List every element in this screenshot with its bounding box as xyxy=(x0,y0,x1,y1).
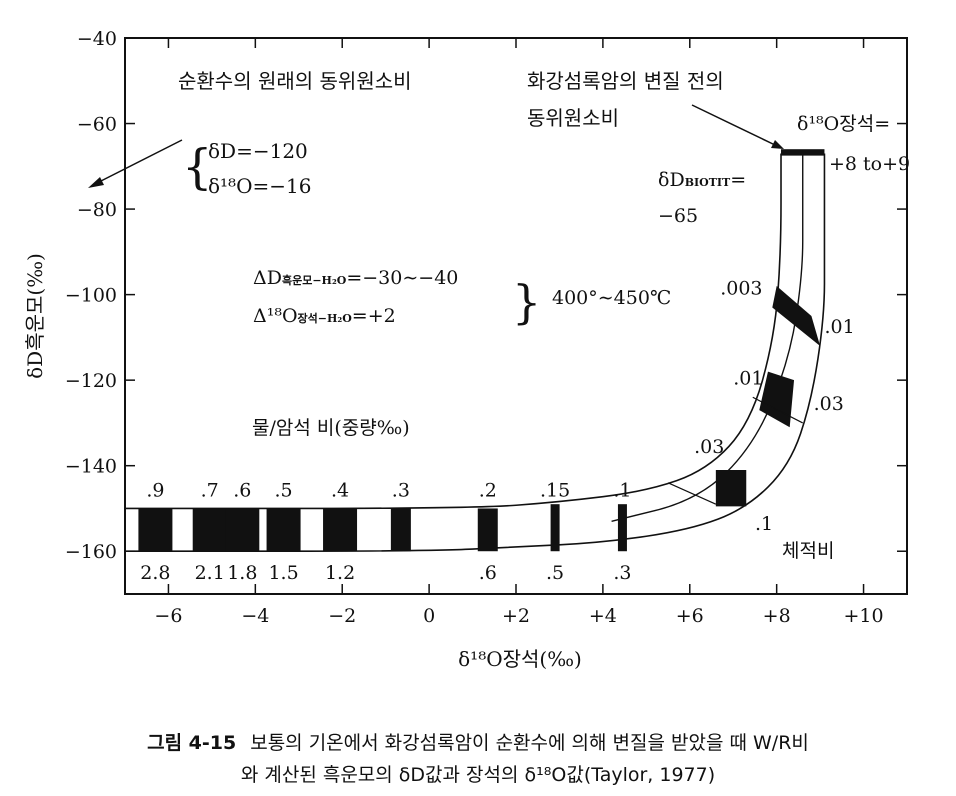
caption-text-2: 와 계산된 흑운모의 δD값과 장석의 δ¹⁸O값(Taylor, 1977) xyxy=(240,764,716,786)
ratio-mark-block xyxy=(715,469,747,507)
figure-number: 그림 4-15 xyxy=(147,732,237,754)
feldspar-value-2: +8 to+9 xyxy=(829,153,910,175)
meteoric-brace: { xyxy=(182,139,213,195)
water-rock-bottom-label: .3 xyxy=(613,562,631,584)
y-tick-label: −120 xyxy=(65,370,117,392)
y-tick-label: −100 xyxy=(65,285,117,307)
water-rock-bottom-label: 1.5 xyxy=(268,562,298,584)
curve-ratio-label: .01 xyxy=(733,367,763,389)
meteoric-arrow xyxy=(96,139,183,184)
x-tick-label: −4 xyxy=(241,605,269,627)
water-rock-bar xyxy=(390,508,411,552)
water-rock-top-label: .15 xyxy=(540,479,570,501)
x-tick-label: +2 xyxy=(502,605,530,627)
fract-O: Δ¹⁸O장석−H₂O=+2 xyxy=(253,305,396,327)
x-tick-label: +6 xyxy=(676,605,704,627)
alteration-band xyxy=(124,149,826,553)
biotite-label: δDBIOTIT= xyxy=(658,169,746,191)
granite-arrow xyxy=(691,104,776,146)
water-rock-bottom-label: .5 xyxy=(546,562,564,584)
water-rock-bar xyxy=(550,504,560,552)
water-rock-top-label: .2 xyxy=(479,479,497,501)
biotite-value: −65 xyxy=(658,205,698,227)
x-tick-label: +8 xyxy=(763,605,791,627)
curve-ratio-label: .01 xyxy=(824,316,854,338)
curve-ratio-label: .03 xyxy=(814,393,844,415)
biotite-delta: δD xyxy=(658,169,685,191)
fract-dD: ΔD흑운모−H₂O=−30∼−40 xyxy=(253,267,458,289)
x-tick-label: +10 xyxy=(844,605,884,627)
granite-title-1: 화강섬록암의 변질 전의 xyxy=(527,69,724,93)
y-tick-label: −140 xyxy=(65,456,117,478)
x-tick-label: −6 xyxy=(154,605,182,627)
water-rock-bar xyxy=(138,508,173,552)
water-rock-top-label: .9 xyxy=(146,479,164,501)
x-tick-label: +4 xyxy=(589,605,617,627)
initial-composition-box xyxy=(781,149,825,156)
water-rock-bar xyxy=(225,508,260,552)
water-rock-bar xyxy=(477,508,498,552)
water-rock-bar xyxy=(617,504,627,552)
arrows xyxy=(88,104,784,188)
volume-ratio-label: 체적비 xyxy=(782,540,834,562)
granite-arrow-head xyxy=(771,140,784,149)
water-rock-top-label: .7 xyxy=(201,479,219,501)
water-rock-bottom-label: 2.8 xyxy=(140,562,170,584)
figure-caption-line2: 와 계산된 흑운모의 δD값과 장석의 δ¹⁸O값(Taylor, 1977) xyxy=(0,760,956,787)
water-rock-bottom-label: 2.1 xyxy=(195,562,225,584)
granite-title-2: 동위원소비 xyxy=(527,106,619,130)
water-rock-bar xyxy=(192,508,227,552)
fract-O-delta: Δ¹⁸O xyxy=(253,305,298,327)
caption-text-1: 보통의 기온에서 화강섬록암이 순환수에 의해 변질을 받았을 때 W/R비 xyxy=(250,732,809,754)
curve-ratio-label: .003 xyxy=(720,278,762,300)
isotope-chart: −6 −4 −2 0 +2 +4 +6 +8 +10 −40 −60 −80 −100 −120 −140 −… xyxy=(23,28,910,671)
x-axis-title: δ¹⁸O장석(‰) xyxy=(458,647,582,671)
band-cross-line xyxy=(752,396,804,424)
curve-ratio-label: .1 xyxy=(755,513,773,535)
y-tick-label: −80 xyxy=(77,199,117,221)
water-rock-top-label: .1 xyxy=(613,479,631,501)
y-tick-label: −40 xyxy=(77,28,117,50)
fract-brace: } xyxy=(512,275,541,329)
water-rock-bar xyxy=(266,508,301,552)
band-cross-line xyxy=(667,482,717,505)
biotite-sub: BIOTIT xyxy=(685,176,731,189)
meteoric-title: 순환수의 원래의 동위원소비 xyxy=(178,69,412,93)
water-rock-marks: .9 2.8 .7 2.1 .6 1.8 .5 1.5 .4 1.2 .3 .2 .6 .15 .5 .1 .3 xyxy=(138,479,632,584)
meteoric-arrow-head xyxy=(88,177,104,188)
ratio-mark-block xyxy=(759,371,795,428)
axis-ticks: −6 −4 −2 0 +2 +4 +6 +8 +10 −40 −60 −80 −100 −120 −140 −… xyxy=(65,28,907,627)
fract-dD-delta: ΔD xyxy=(253,267,282,289)
biotite-eq: = xyxy=(730,169,746,191)
fract-dD-value: =−30∼−40 xyxy=(346,267,458,289)
water-rock-bottom-label: 1.2 xyxy=(325,562,355,584)
meteoric-dD: δD=−120 xyxy=(208,139,308,163)
temperature-label: 400°∼450℃ xyxy=(552,287,671,309)
feldspar-value-1: δ¹⁸O장석= xyxy=(797,113,890,135)
ratio-mark-block xyxy=(772,286,821,346)
curve-ratio-label: .03 xyxy=(694,436,724,458)
y-tick-label: −60 xyxy=(77,114,117,136)
fract-O-value: =+2 xyxy=(352,305,396,327)
chart-labels: .03 .1 .01 .03 .003 .01 xyxy=(694,278,855,535)
figure-caption-line1: 그림 4-15 보통의 기온에서 화강섬록암이 순환수에 의해 변질을 받았을 때… xyxy=(0,728,956,755)
x-tick-label: −2 xyxy=(328,605,356,627)
fract-dD-sub: 흑운모−H₂O xyxy=(282,273,347,287)
water-rock-bottom-label: 1.8 xyxy=(227,562,257,584)
y-tick-label: −160 xyxy=(65,541,117,563)
y-axis-title: δD흑운모(‰) xyxy=(23,253,47,379)
ratio-label: 물/암석 비(중량‰) xyxy=(252,417,410,439)
water-rock-bottom-label: .6 xyxy=(479,562,497,584)
water-rock-top-label: .3 xyxy=(392,479,410,501)
water-rock-top-label: .5 xyxy=(275,479,293,501)
meteoric-d18O: δ¹⁸O=−16 xyxy=(208,174,311,198)
water-rock-bar xyxy=(323,508,358,552)
water-rock-top-label: .4 xyxy=(331,479,349,501)
x-tick-label: 0 xyxy=(423,605,435,627)
fract-O-sub: 장석−H₂O xyxy=(298,311,353,325)
band-right-edge xyxy=(125,153,826,553)
water-rock-top-label: .6 xyxy=(233,479,251,501)
